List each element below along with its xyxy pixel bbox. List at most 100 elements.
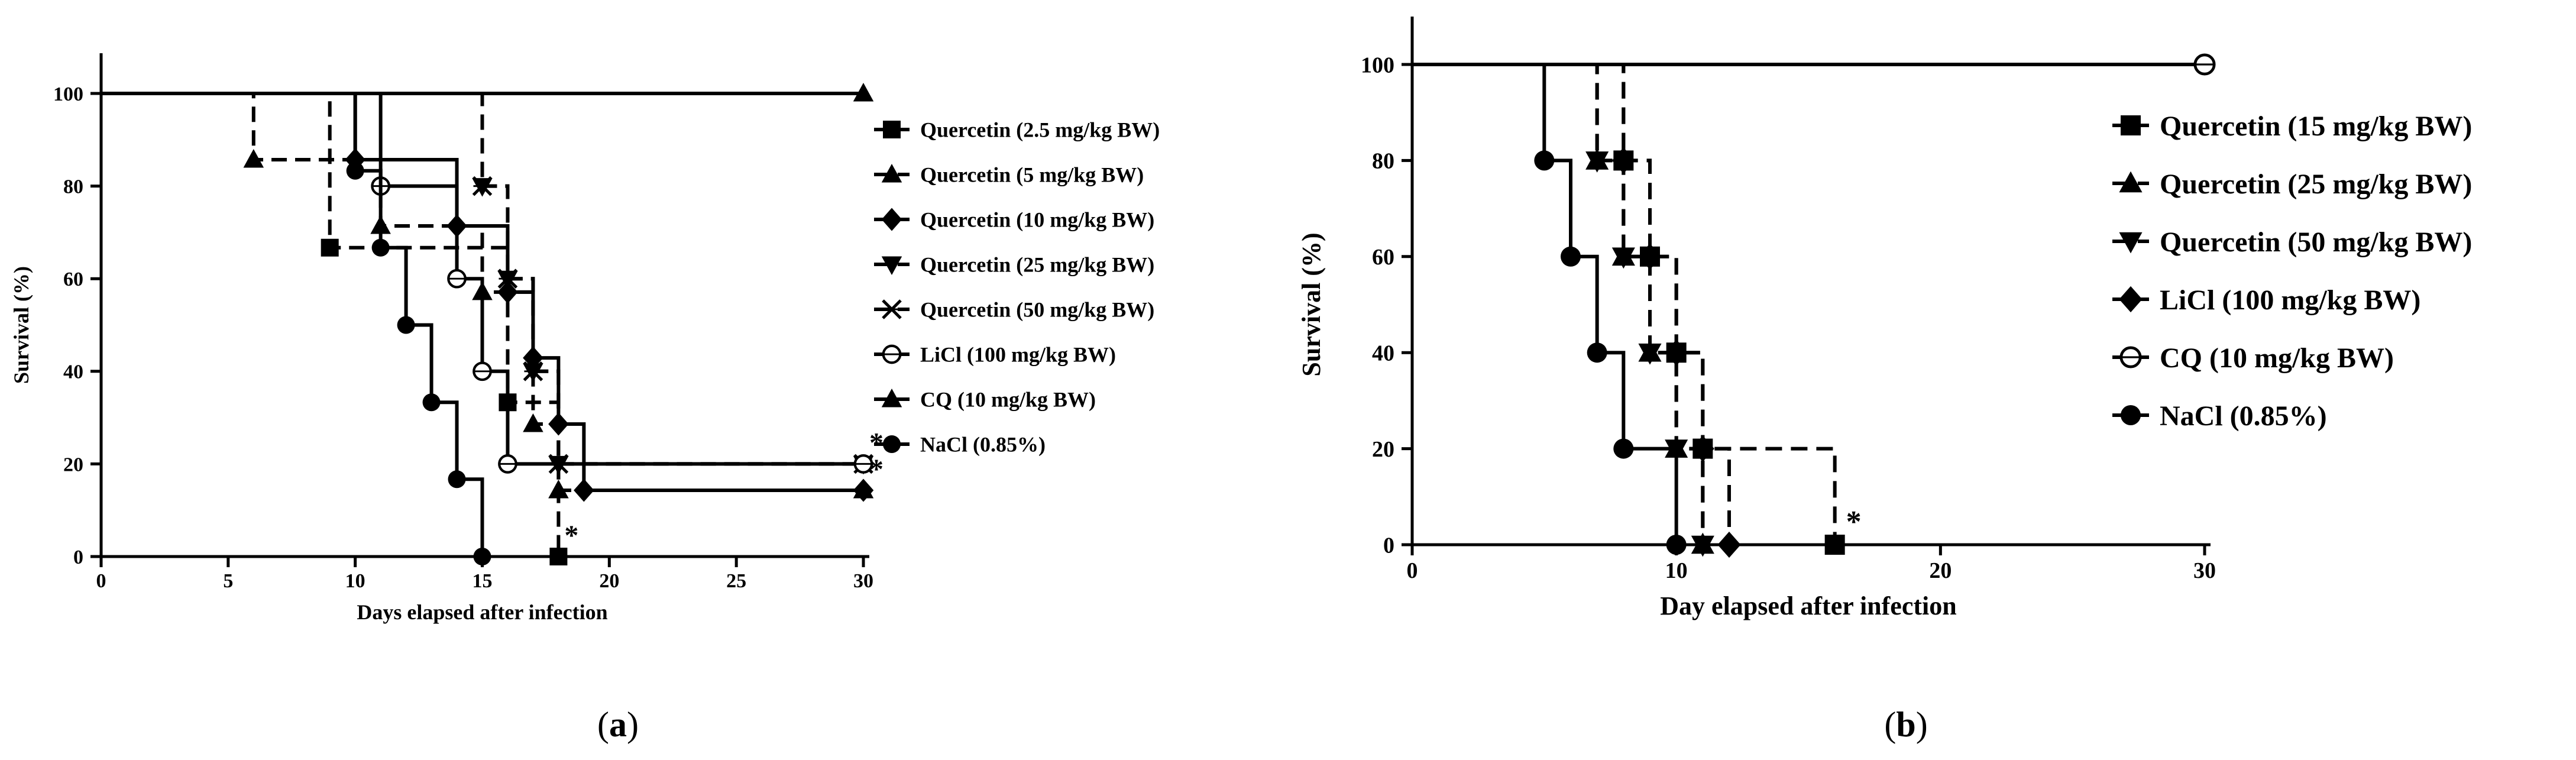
data-point bbox=[473, 361, 492, 381]
data-point bbox=[1534, 150, 1555, 171]
legend-marker-shape bbox=[2119, 232, 2143, 254]
legend-marker-shape bbox=[2119, 171, 2143, 193]
legend-marker bbox=[882, 299, 902, 319]
panel-letter: b bbox=[1896, 705, 1915, 744]
x-axis-title: Day elapsed after infection bbox=[1660, 591, 1956, 620]
series-line bbox=[1412, 63, 1837, 545]
y-tick-label: 0 bbox=[1383, 533, 1394, 558]
x-axis-title: Days elapsed after infection bbox=[357, 600, 607, 624]
legend-label: Quercetin (25 mg/kg BW) bbox=[2160, 169, 2472, 200]
legend-marker bbox=[2121, 115, 2141, 135]
data-point bbox=[447, 269, 467, 289]
legend-item: Quercetin (25 mg/kg BW) bbox=[874, 253, 1154, 277]
legend-item: LiCl (100 mg/kg BW) bbox=[2112, 284, 2420, 316]
data-point-shape bbox=[448, 470, 466, 489]
data-point bbox=[549, 548, 568, 565]
data-point-shape bbox=[346, 161, 364, 180]
data-point-shape bbox=[397, 316, 415, 334]
y-tick-label: 40 bbox=[63, 361, 83, 383]
series-line bbox=[101, 92, 484, 557]
series-circle bbox=[1412, 63, 1687, 555]
series-diamond bbox=[1412, 63, 1741, 558]
data-point bbox=[1824, 535, 1845, 555]
legend-marker bbox=[882, 344, 902, 364]
data-point bbox=[346, 161, 364, 180]
legend-marker-shape bbox=[2119, 286, 2143, 313]
series-line bbox=[1412, 63, 1705, 545]
legend-marker bbox=[881, 256, 902, 275]
y-tick-label: 20 bbox=[63, 454, 83, 476]
significance-star: * bbox=[1846, 505, 1862, 539]
y-tick-label: 100 bbox=[53, 83, 83, 105]
data-point-shape bbox=[1638, 343, 1662, 365]
legend-label: Quercetin (50 mg/kg BW) bbox=[920, 298, 1154, 322]
legend-marker bbox=[881, 164, 902, 183]
series-circle-open bbox=[101, 92, 873, 474]
data-point bbox=[1561, 246, 1581, 267]
legend-marker bbox=[883, 121, 901, 138]
x-tick-label: 0 bbox=[96, 570, 106, 592]
legend-item: Quercetin (5 mg/kg BW) bbox=[874, 163, 1144, 187]
data-point-shape bbox=[1717, 531, 1741, 558]
y-tick-label: 60 bbox=[1372, 245, 1394, 270]
legend-item: NaCl (0.85%) bbox=[2112, 400, 2327, 432]
legend-marker bbox=[2119, 171, 2143, 193]
data-point bbox=[497, 280, 518, 304]
series-line bbox=[1412, 63, 1678, 545]
x-tick-label: 20 bbox=[599, 570, 619, 592]
data-point bbox=[498, 454, 517, 474]
series-square bbox=[101, 92, 568, 565]
data-point-shape bbox=[497, 280, 518, 304]
data-point-shape bbox=[523, 413, 543, 432]
data-point bbox=[1691, 435, 1714, 462]
data-point bbox=[1638, 243, 1662, 270]
data-point-shape bbox=[853, 83, 874, 102]
series-x bbox=[101, 92, 873, 474]
legend-label: Quercetin (2.5 mg/kg BW) bbox=[920, 118, 1160, 142]
data-point-shape bbox=[1665, 339, 1688, 366]
legend-marker bbox=[881, 208, 902, 231]
legend-label: LiCl (100 mg/kg BW) bbox=[920, 343, 1116, 367]
panel-b-chart: 0 10 20 30 0 20 40 60 80 100 Day elapsed after inf… bbox=[1297, 17, 2472, 744]
data-point-shape bbox=[1534, 150, 1555, 171]
legend-marker bbox=[883, 435, 901, 453]
data-point-shape bbox=[1691, 435, 1714, 462]
data-point bbox=[853, 83, 874, 102]
series-line bbox=[101, 92, 561, 557]
y-tick-label: 80 bbox=[63, 176, 83, 198]
data-point bbox=[397, 316, 415, 334]
data-point-shape bbox=[548, 480, 569, 499]
legend-item: Quercetin (50 mg/kg BW) bbox=[874, 298, 1154, 322]
legend-marker bbox=[2121, 405, 2141, 425]
data-point bbox=[1611, 247, 1635, 269]
series-line bbox=[101, 92, 863, 493]
legend-marker bbox=[2119, 286, 2143, 313]
x-tick-label: 25 bbox=[726, 570, 746, 592]
y-tick-label: 60 bbox=[63, 269, 83, 290]
series-triangle-up bbox=[101, 92, 874, 499]
legend-item: Quercetin (2.5 mg/kg BW) bbox=[874, 118, 1160, 142]
panel-caption: (a) bbox=[597, 705, 639, 744]
data-point-shape bbox=[321, 238, 339, 257]
series-triangle-down bbox=[1412, 63, 1714, 557]
data-point bbox=[853, 478, 874, 502]
series-triangle-down bbox=[101, 92, 874, 475]
y-tick-label: 100 bbox=[1361, 53, 1394, 77]
x-tick-label: 0 bbox=[1407, 558, 1418, 583]
legend-item: Quercetin (50 mg/kg BW) bbox=[2112, 227, 2472, 258]
series-line bbox=[1412, 63, 1705, 545]
data-point bbox=[371, 238, 390, 257]
series-circle bbox=[101, 92, 491, 565]
data-point-shape bbox=[1824, 535, 1845, 555]
legend-item: LiCl (100 mg/kg BW) bbox=[874, 343, 1116, 367]
x-tick-label: 5 bbox=[223, 570, 233, 592]
legend-label: CQ (10 mg/kg BW) bbox=[920, 388, 1096, 412]
data-point-shape bbox=[1585, 151, 1609, 173]
data-point bbox=[1717, 531, 1741, 558]
data-point bbox=[1585, 151, 1609, 173]
legend-item: Quercetin (10 mg/kg BW) bbox=[874, 208, 1154, 232]
data-point-shape bbox=[1587, 342, 1607, 363]
panel-caption: (b) bbox=[1884, 705, 1927, 744]
data-point-shape bbox=[422, 393, 441, 412]
